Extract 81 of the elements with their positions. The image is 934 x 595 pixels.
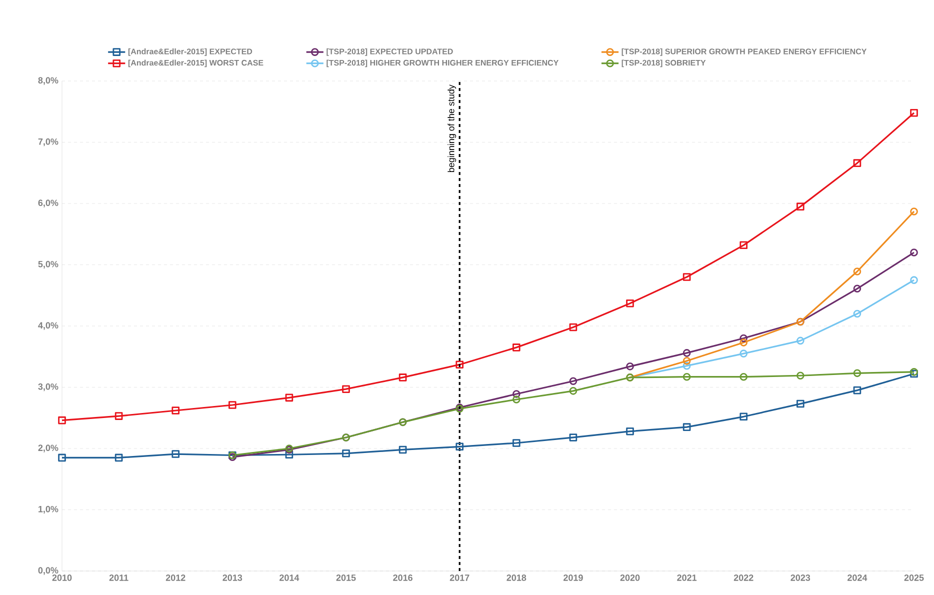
legend-label: [TSP-2018] EXPECTED UPDATED: [326, 48, 453, 56]
point: [58, 416, 66, 424]
legend-label: [TSP-2018] SOBRIETY: [622, 60, 706, 68]
point: [626, 427, 634, 436]
point: [740, 372, 748, 381]
point: [740, 338, 748, 346]
point: [796, 372, 804, 380]
x-tick-label: 2011: [109, 574, 128, 581]
point: [682, 349, 691, 357]
point: [853, 310, 862, 318]
x-tick-label: 2022: [734, 574, 754, 581]
point: [512, 396, 520, 404]
point: [512, 390, 520, 398]
x-tick-label: 2016: [393, 574, 412, 581]
point: [285, 450, 294, 459]
x-tick-label: 2021: [677, 574, 697, 581]
y-tick-label: 1,0%: [38, 506, 58, 514]
point: [682, 362, 691, 370]
x-tick-label: 2013: [222, 574, 242, 581]
point: [682, 372, 691, 381]
legend-label: [Andrae&Edler-2015] WORST CASE: [128, 60, 264, 68]
point: [569, 323, 578, 332]
point: [740, 241, 748, 250]
point: [910, 108, 918, 117]
ref-line-label: beginning of the study: [448, 84, 456, 172]
point: [58, 454, 66, 462]
point: [512, 439, 520, 447]
point: [172, 450, 180, 458]
point: [796, 400, 804, 408]
y-tick-label: 6,0%: [38, 200, 58, 208]
point: [285, 394, 294, 402]
legend-label: [Andrae&Edler-2015] EXPECTED: [128, 48, 252, 56]
point: [853, 159, 862, 167]
point: [626, 299, 634, 308]
point: [740, 350, 748, 358]
legend-label: [TSP-2018] HIGHER GROWTH HIGHER ENERGY EFFICIENCY: [326, 60, 559, 68]
point: [682, 357, 691, 365]
legend-label: [TSP-2018] SUPERIOR GROWTH PEAKED ENERGY EFFICIENCY: [622, 48, 867, 56]
y-tick-label: 0,0%: [38, 567, 58, 575]
x-tick-label: 2014: [280, 574, 300, 581]
y-tick-label: 5,0%: [38, 260, 58, 269]
point: [114, 454, 123, 462]
point: [228, 401, 236, 409]
x-tick-label: 2018: [506, 574, 526, 581]
point: [569, 387, 578, 395]
point: [114, 412, 123, 420]
point: [456, 360, 464, 368]
x-tick-label: 2025: [904, 574, 924, 581]
point: [342, 385, 350, 393]
point: [456, 442, 464, 451]
x-tick-label: 2024: [848, 574, 868, 581]
point: [853, 369, 862, 378]
point: [853, 284, 862, 293]
x-tick-label: 2015: [336, 574, 356, 581]
point: [398, 374, 407, 382]
y-tick-label: 8,0%: [38, 77, 58, 85]
point: [796, 202, 804, 210]
point: [682, 273, 691, 281]
x-tick-label: 2020: [620, 574, 640, 581]
point: [342, 450, 350, 458]
point: [740, 412, 748, 421]
point: [398, 446, 407, 454]
x-tick-label: 2010: [52, 574, 72, 581]
y-tick-label: 7,0%: [38, 138, 58, 146]
point: [172, 406, 180, 414]
x-tick-label: 2019: [564, 574, 583, 581]
point: [682, 423, 691, 431]
point: [796, 336, 804, 345]
point: [853, 386, 862, 394]
y-tick-label: 4,0%: [38, 322, 58, 330]
point: [569, 377, 578, 386]
y-tick-label: 2,0%: [38, 444, 58, 452]
x-tick-label: 2023: [790, 574, 810, 581]
point: [512, 344, 520, 352]
x-tick-label: 2012: [166, 574, 186, 581]
point: [569, 434, 578, 442]
x-tick-label: 2017: [450, 574, 470, 581]
point: [853, 268, 862, 276]
point: [626, 362, 634, 370]
point: [740, 334, 748, 342]
y-tick-label: 3,0%: [38, 383, 58, 392]
